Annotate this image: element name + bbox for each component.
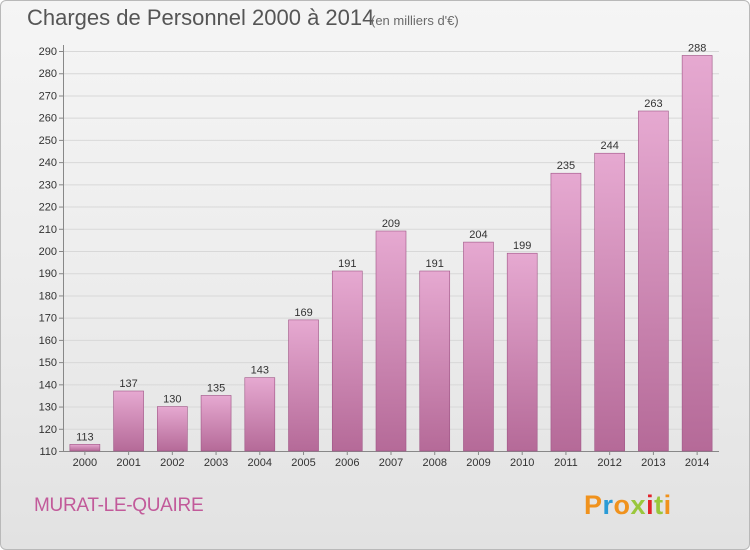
data-label-2005: 169 (294, 307, 312, 319)
x-tick-label-2010: 2010 (510, 457, 534, 469)
logo-letter: i (663, 490, 672, 520)
bar-2000 (69, 444, 101, 452)
logo-letter: x (630, 490, 647, 520)
data-label-2001: 137 (119, 378, 137, 390)
bar-2002 (157, 406, 188, 452)
y-tick-label: 200 (39, 246, 57, 258)
proxiti-logo: Proxiti (584, 490, 672, 521)
bar-2007 (375, 230, 407, 452)
bar-2004 (244, 377, 276, 452)
bar-2011 (550, 172, 582, 452)
y-tick-label: 110 (39, 446, 57, 458)
data-label-2009: 204 (469, 229, 487, 241)
y-tick-label: 210 (39, 224, 57, 236)
y-tick-label: 190 (39, 268, 57, 280)
bar-2012 (594, 152, 625, 452)
logo-letter: i (646, 490, 655, 520)
data-label-2014: 288 (688, 42, 706, 54)
bar-2010 (506, 252, 538, 452)
logo-letter: P (584, 490, 603, 520)
y-tick-label: 220 (39, 202, 57, 214)
bar-2013 (638, 110, 669, 452)
y-tick-label: 290 (39, 46, 57, 58)
x-tick-label-2002: 2002 (160, 457, 184, 469)
x-tick-label-2008: 2008 (422, 457, 446, 469)
y-tick-label: 280 (39, 68, 57, 80)
y-tick-label: 230 (39, 179, 57, 191)
x-tick-label-2012: 2012 (597, 457, 621, 469)
chart-title: Charges de Personnel 2000 à 2014 (27, 5, 375, 30)
x-axis-ticks: 2000 2001 2002 2003 2004 2005 2006 2007 2008 2009… (73, 451, 709, 469)
y-tick-label: 240 (39, 157, 57, 169)
x-tick-label-2009: 2009 (466, 457, 490, 469)
bars (69, 55, 713, 452)
data-label-2002: 130 (163, 394, 181, 406)
logo-letter: t (654, 490, 664, 520)
x-tick-label-2000: 2000 (73, 457, 97, 469)
data-labels: 113 137 130 135 143 169 191 209 191 204 199 235 244 2… (76, 42, 706, 443)
chart-subtitle: (en milliers d'€) (371, 13, 459, 28)
x-tick-label-2011: 2011 (554, 457, 578, 469)
x-tick-label-2001: 2001 (116, 457, 140, 469)
bar-2008 (419, 270, 451, 452)
data-label-2011: 235 (557, 160, 575, 172)
bar-2009 (463, 241, 494, 452)
x-tick-label-2006: 2006 (335, 457, 359, 469)
y-tick-label: 160 (39, 335, 57, 347)
bar-2005 (288, 319, 319, 452)
y-axis-ticks: 110 120 130 140 150 160 170 180 190 200 210 220 230 2… (39, 45, 719, 458)
data-label-2000: 113 (76, 431, 94, 443)
y-tick-label: 130 (39, 402, 57, 414)
bar-2001 (113, 390, 144, 452)
y-tick-label: 260 (39, 113, 57, 125)
commune-name: MURAT-LE-QUAIRE (34, 495, 204, 516)
data-label-2006: 191 (338, 258, 356, 270)
data-label-2003: 135 (207, 382, 225, 394)
x-tick-label-2007: 2007 (379, 457, 403, 469)
x-tick-label-2004: 2004 (248, 457, 272, 469)
y-tick-label: 150 (39, 357, 57, 369)
x-tick-label-2005: 2005 (291, 457, 315, 469)
bar-2014 (681, 55, 713, 452)
x-tick-label-2003: 2003 (204, 457, 228, 469)
y-tick-label: 250 (39, 135, 57, 147)
data-label-2012: 244 (600, 140, 618, 152)
bar-2006 (331, 270, 363, 452)
data-label-2010: 199 (513, 240, 531, 252)
data-label-2007: 209 (382, 218, 400, 230)
y-tick-label: 140 (39, 379, 57, 391)
data-label-2013: 263 (644, 98, 662, 110)
y-tick-label: 170 (39, 313, 57, 325)
y-tick-label: 180 (39, 290, 57, 302)
bar-2003 (200, 395, 232, 452)
y-tick-label: 270 (39, 90, 57, 102)
data-label-2004: 143 (251, 365, 269, 377)
logo-letter: o (613, 490, 631, 520)
x-tick-label-2014: 2014 (685, 457, 709, 469)
data-label-2008: 191 (426, 258, 444, 270)
x-tick-label-2013: 2013 (641, 457, 665, 469)
logo-letter: r (602, 490, 614, 520)
y-tick-label: 120 (39, 424, 57, 436)
